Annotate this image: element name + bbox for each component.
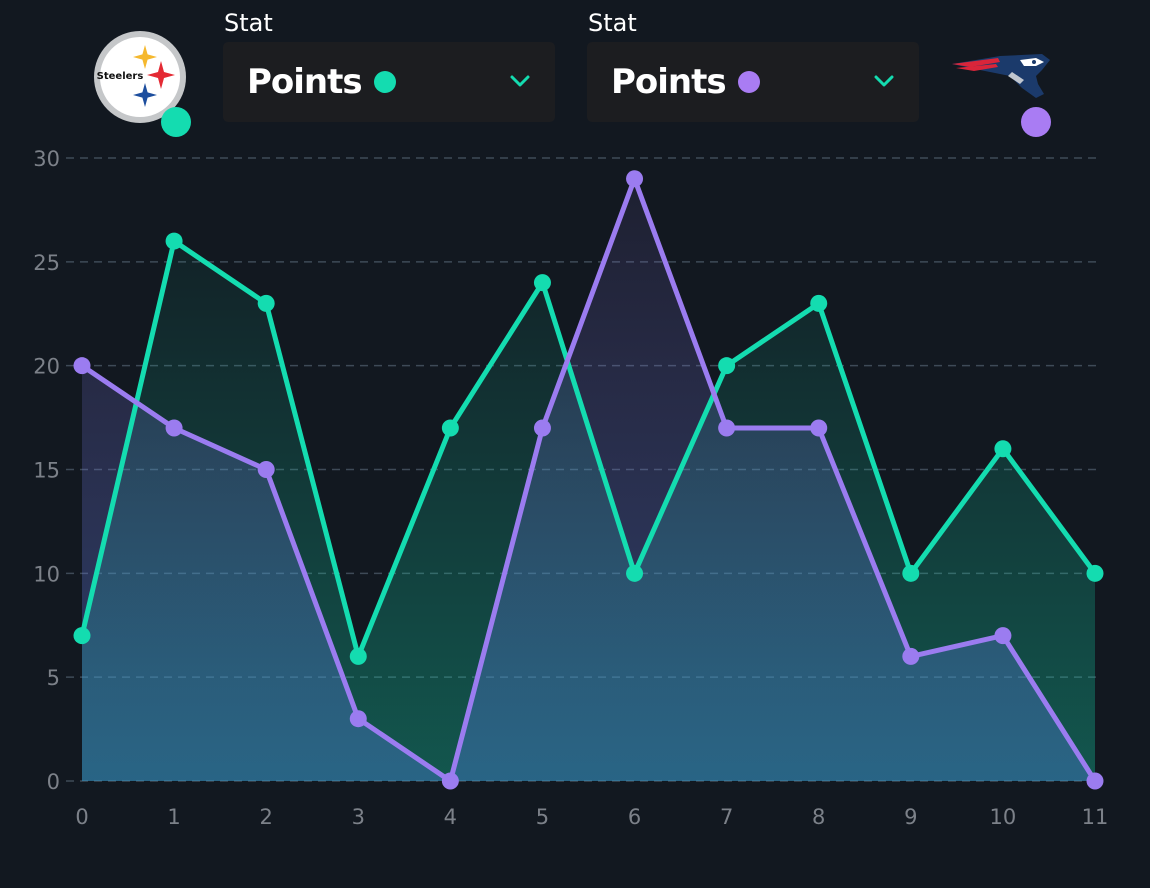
data-point[interactable] bbox=[533, 419, 551, 437]
y-axis: 0 5 10 15 20 25 30 bbox=[33, 147, 60, 794]
stat-dropdown[interactable]: Points bbox=[587, 42, 919, 122]
stat-dropdown-value: Points bbox=[247, 62, 363, 102]
data-point[interactable] bbox=[349, 647, 367, 665]
x-tick-label: 2 bbox=[259, 805, 272, 829]
data-point[interactable] bbox=[1086, 564, 1104, 582]
y-tick-label: 25 bbox=[33, 251, 60, 275]
x-tick-label: 8 bbox=[812, 805, 825, 829]
y-tick-label: 20 bbox=[33, 355, 60, 379]
stat-selector-team1: Stat Points bbox=[223, 6, 555, 122]
y-tick-label: 5 bbox=[47, 666, 60, 690]
data-point[interactable] bbox=[1086, 772, 1104, 790]
x-tick-label: 4 bbox=[444, 805, 457, 829]
data-point[interactable] bbox=[810, 294, 828, 312]
y-tick-label: 0 bbox=[47, 770, 60, 794]
x-tick-label: 9 bbox=[904, 805, 917, 829]
y-tick-label: 10 bbox=[33, 562, 60, 586]
data-point[interactable] bbox=[165, 232, 183, 250]
series-lines bbox=[79, 176, 1098, 784]
data-point[interactable] bbox=[718, 419, 736, 437]
x-tick-label: 11 bbox=[1082, 805, 1109, 829]
x-tick-label: 10 bbox=[990, 805, 1017, 829]
data-point[interactable] bbox=[626, 170, 644, 188]
data-point[interactable] bbox=[257, 461, 275, 478]
series-line bbox=[79, 176, 1098, 784]
y-tick-label: 15 bbox=[33, 459, 60, 483]
data-point[interactable] bbox=[73, 357, 91, 375]
steelers-logo: Steelers bbox=[94, 31, 186, 123]
x-tick-label: 0 bbox=[75, 805, 88, 829]
stat-dropdown-value: Points bbox=[611, 62, 727, 102]
data-point[interactable] bbox=[441, 772, 459, 790]
data-point[interactable] bbox=[441, 419, 459, 437]
x-tick-label: 3 bbox=[352, 805, 365, 829]
team2-color-dot bbox=[1021, 107, 1051, 137]
data-point[interactable] bbox=[718, 357, 736, 375]
data-point[interactable] bbox=[994, 440, 1012, 458]
x-tick-label: 6 bbox=[628, 805, 641, 829]
data-point[interactable] bbox=[902, 647, 920, 665]
series-areas bbox=[82, 178, 1095, 782]
series-line bbox=[79, 238, 1098, 659]
stat-selector-team2: Stat Points bbox=[587, 6, 919, 122]
data-point[interactable] bbox=[533, 274, 551, 292]
stat-label: Stat bbox=[588, 9, 637, 37]
stat-dropdown[interactable]: Points bbox=[223, 42, 555, 122]
stat-label: Stat bbox=[224, 9, 273, 37]
data-point[interactable] bbox=[902, 564, 920, 582]
series-area bbox=[82, 178, 1095, 782]
patriots-logo bbox=[952, 54, 1050, 98]
x-tick-label: 5 bbox=[536, 805, 549, 829]
y-tick-label: 30 bbox=[33, 147, 60, 171]
chevron-down-icon[interactable] bbox=[509, 74, 531, 88]
x-tick-label: 7 bbox=[720, 805, 733, 829]
data-point[interactable] bbox=[626, 564, 644, 582]
chevron-down-icon[interactable] bbox=[873, 74, 895, 88]
series-color-dot bbox=[737, 71, 760, 93]
series-points bbox=[73, 170, 1104, 790]
team1-color-dot bbox=[161, 107, 191, 137]
series-color-dot bbox=[373, 71, 396, 93]
steelers-logo-text: Steelers bbox=[97, 71, 144, 82]
data-point[interactable] bbox=[810, 419, 828, 437]
data-point[interactable] bbox=[73, 627, 91, 645]
data-point[interactable] bbox=[257, 294, 275, 312]
x-tick-label: 1 bbox=[167, 805, 180, 829]
data-point[interactable] bbox=[349, 710, 367, 728]
data-point[interactable] bbox=[994, 627, 1012, 645]
x-axis: 0 1 2 3 4 5 6 7 8 9 10 11 bbox=[75, 805, 1108, 829]
data-point[interactable] bbox=[165, 419, 183, 437]
